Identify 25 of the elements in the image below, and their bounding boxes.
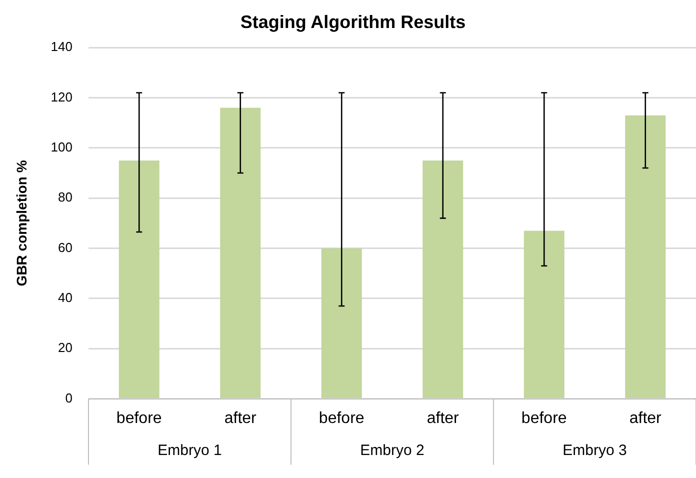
text: Embryo 2 [360,442,424,459]
x-tick-label: before [521,410,567,427]
y-tick-label: 140 [50,39,72,54]
y-tick-label: 60 [58,240,72,255]
text: Embryo 1 [158,442,222,459]
x-tick-label: after [426,410,460,427]
y-tick-label: 40 [58,290,72,306]
y-axis-title: GBR completion % [13,160,30,286]
bar [321,248,362,398]
chart-title: Staging Algorithm Results [240,12,466,32]
y-tick-label: 120 [50,89,72,104]
y-tick-label: 80 [58,190,72,205]
y-tick-label: 0 [65,390,72,406]
x-tick-label: after [629,410,662,427]
text: Embryo 3 [562,442,627,459]
bar [524,230,564,398]
x-tick-label: after [224,410,258,427]
y-tick-label: 20 [58,340,72,356]
bar [220,108,261,398]
bar [625,115,666,398]
bar [118,160,160,398]
x-tick-label: before [318,410,364,427]
y-tick-label: 100 [50,140,72,155]
bar [422,160,464,398]
x-tick-label: before [116,410,162,427]
